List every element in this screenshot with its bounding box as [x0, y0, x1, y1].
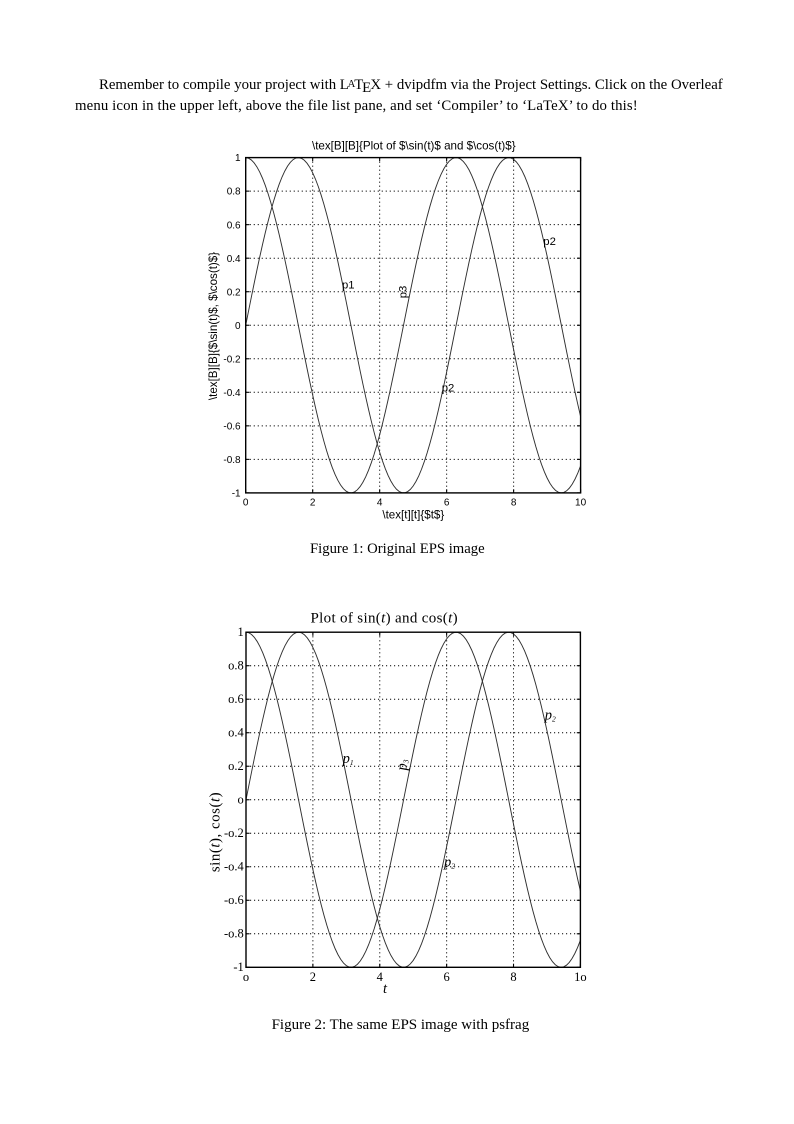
- svg-text:0.6: 0.6: [227, 220, 241, 231]
- svg-text:8: 8: [511, 498, 517, 509]
- svg-text:-1: -1: [232, 489, 241, 500]
- svg-text:0.2: 0.2: [227, 287, 241, 298]
- svg-text:-0.4: -0.4: [223, 388, 241, 399]
- svg-text:\tex[B][B]{$\sin(t)$, $\cos(t): \tex[B][B]{$\sin(t)$, $\cos(t)$}: [207, 252, 220, 400]
- svg-text:o.2: o.2: [228, 759, 244, 773]
- svg-text:1: 1: [235, 153, 241, 164]
- svg-text:6: 6: [444, 498, 450, 509]
- svg-text:p3: p3: [395, 759, 411, 771]
- svg-text:0: 0: [243, 498, 249, 509]
- svg-text:-o.6: -o.6: [224, 893, 244, 907]
- svg-text:\tex[B][B]{Plot of $\sin(t)$ a: \tex[B][B]{Plot of $\sin(t)$ and $\cos(t…: [312, 139, 516, 152]
- svg-text:-0.6: -0.6: [223, 421, 241, 432]
- svg-text:o.6: o.6: [228, 692, 244, 706]
- svg-text:-o.4: -o.4: [224, 860, 245, 874]
- svg-text:o.4: o.4: [228, 726, 244, 740]
- svg-text:-o.8: -o.8: [224, 927, 244, 941]
- svg-text:Plot of sin(t) and cos(t): Plot of sin(t) and cos(t): [310, 611, 457, 627]
- svg-text:4: 4: [377, 498, 383, 509]
- svg-text:2: 2: [310, 498, 316, 509]
- svg-text:sin(t), cos(t): sin(t), cos(t): [208, 792, 224, 872]
- svg-text:0.4: 0.4: [227, 254, 241, 265]
- svg-text:-o.2: -o.2: [224, 826, 244, 840]
- svg-text:1o: 1o: [574, 970, 587, 984]
- svg-text:0.8: 0.8: [227, 187, 241, 198]
- svg-text:o: o: [243, 970, 249, 984]
- svg-text:p2: p2: [442, 382, 455, 394]
- svg-text:p1: p1: [342, 279, 355, 291]
- svg-text:o.8: o.8: [228, 659, 244, 673]
- svg-text:10: 10: [575, 498, 587, 509]
- svg-text:6: 6: [444, 970, 450, 984]
- svg-text:4: 4: [377, 970, 384, 984]
- svg-text:p2: p2: [443, 855, 455, 871]
- svg-text:p3: p3: [397, 286, 409, 299]
- svg-text:2: 2: [310, 970, 316, 984]
- svg-text:p1: p1: [342, 751, 354, 767]
- svg-text:p2: p2: [544, 708, 556, 724]
- svg-text:8: 8: [510, 970, 516, 984]
- svg-text:p2: p2: [543, 236, 556, 248]
- svg-text:o: o: [238, 793, 244, 807]
- svg-text:-1: -1: [233, 960, 243, 974]
- svg-text:-0.8: -0.8: [223, 455, 241, 466]
- svg-text:1: 1: [238, 625, 244, 639]
- svg-text:-0.2: -0.2: [223, 354, 241, 365]
- svg-text:\tex[t][t]{$t$}: \tex[t][t]{$t$}: [382, 509, 444, 522]
- svg-text:t: t: [383, 981, 388, 997]
- svg-text:0: 0: [235, 321, 241, 332]
